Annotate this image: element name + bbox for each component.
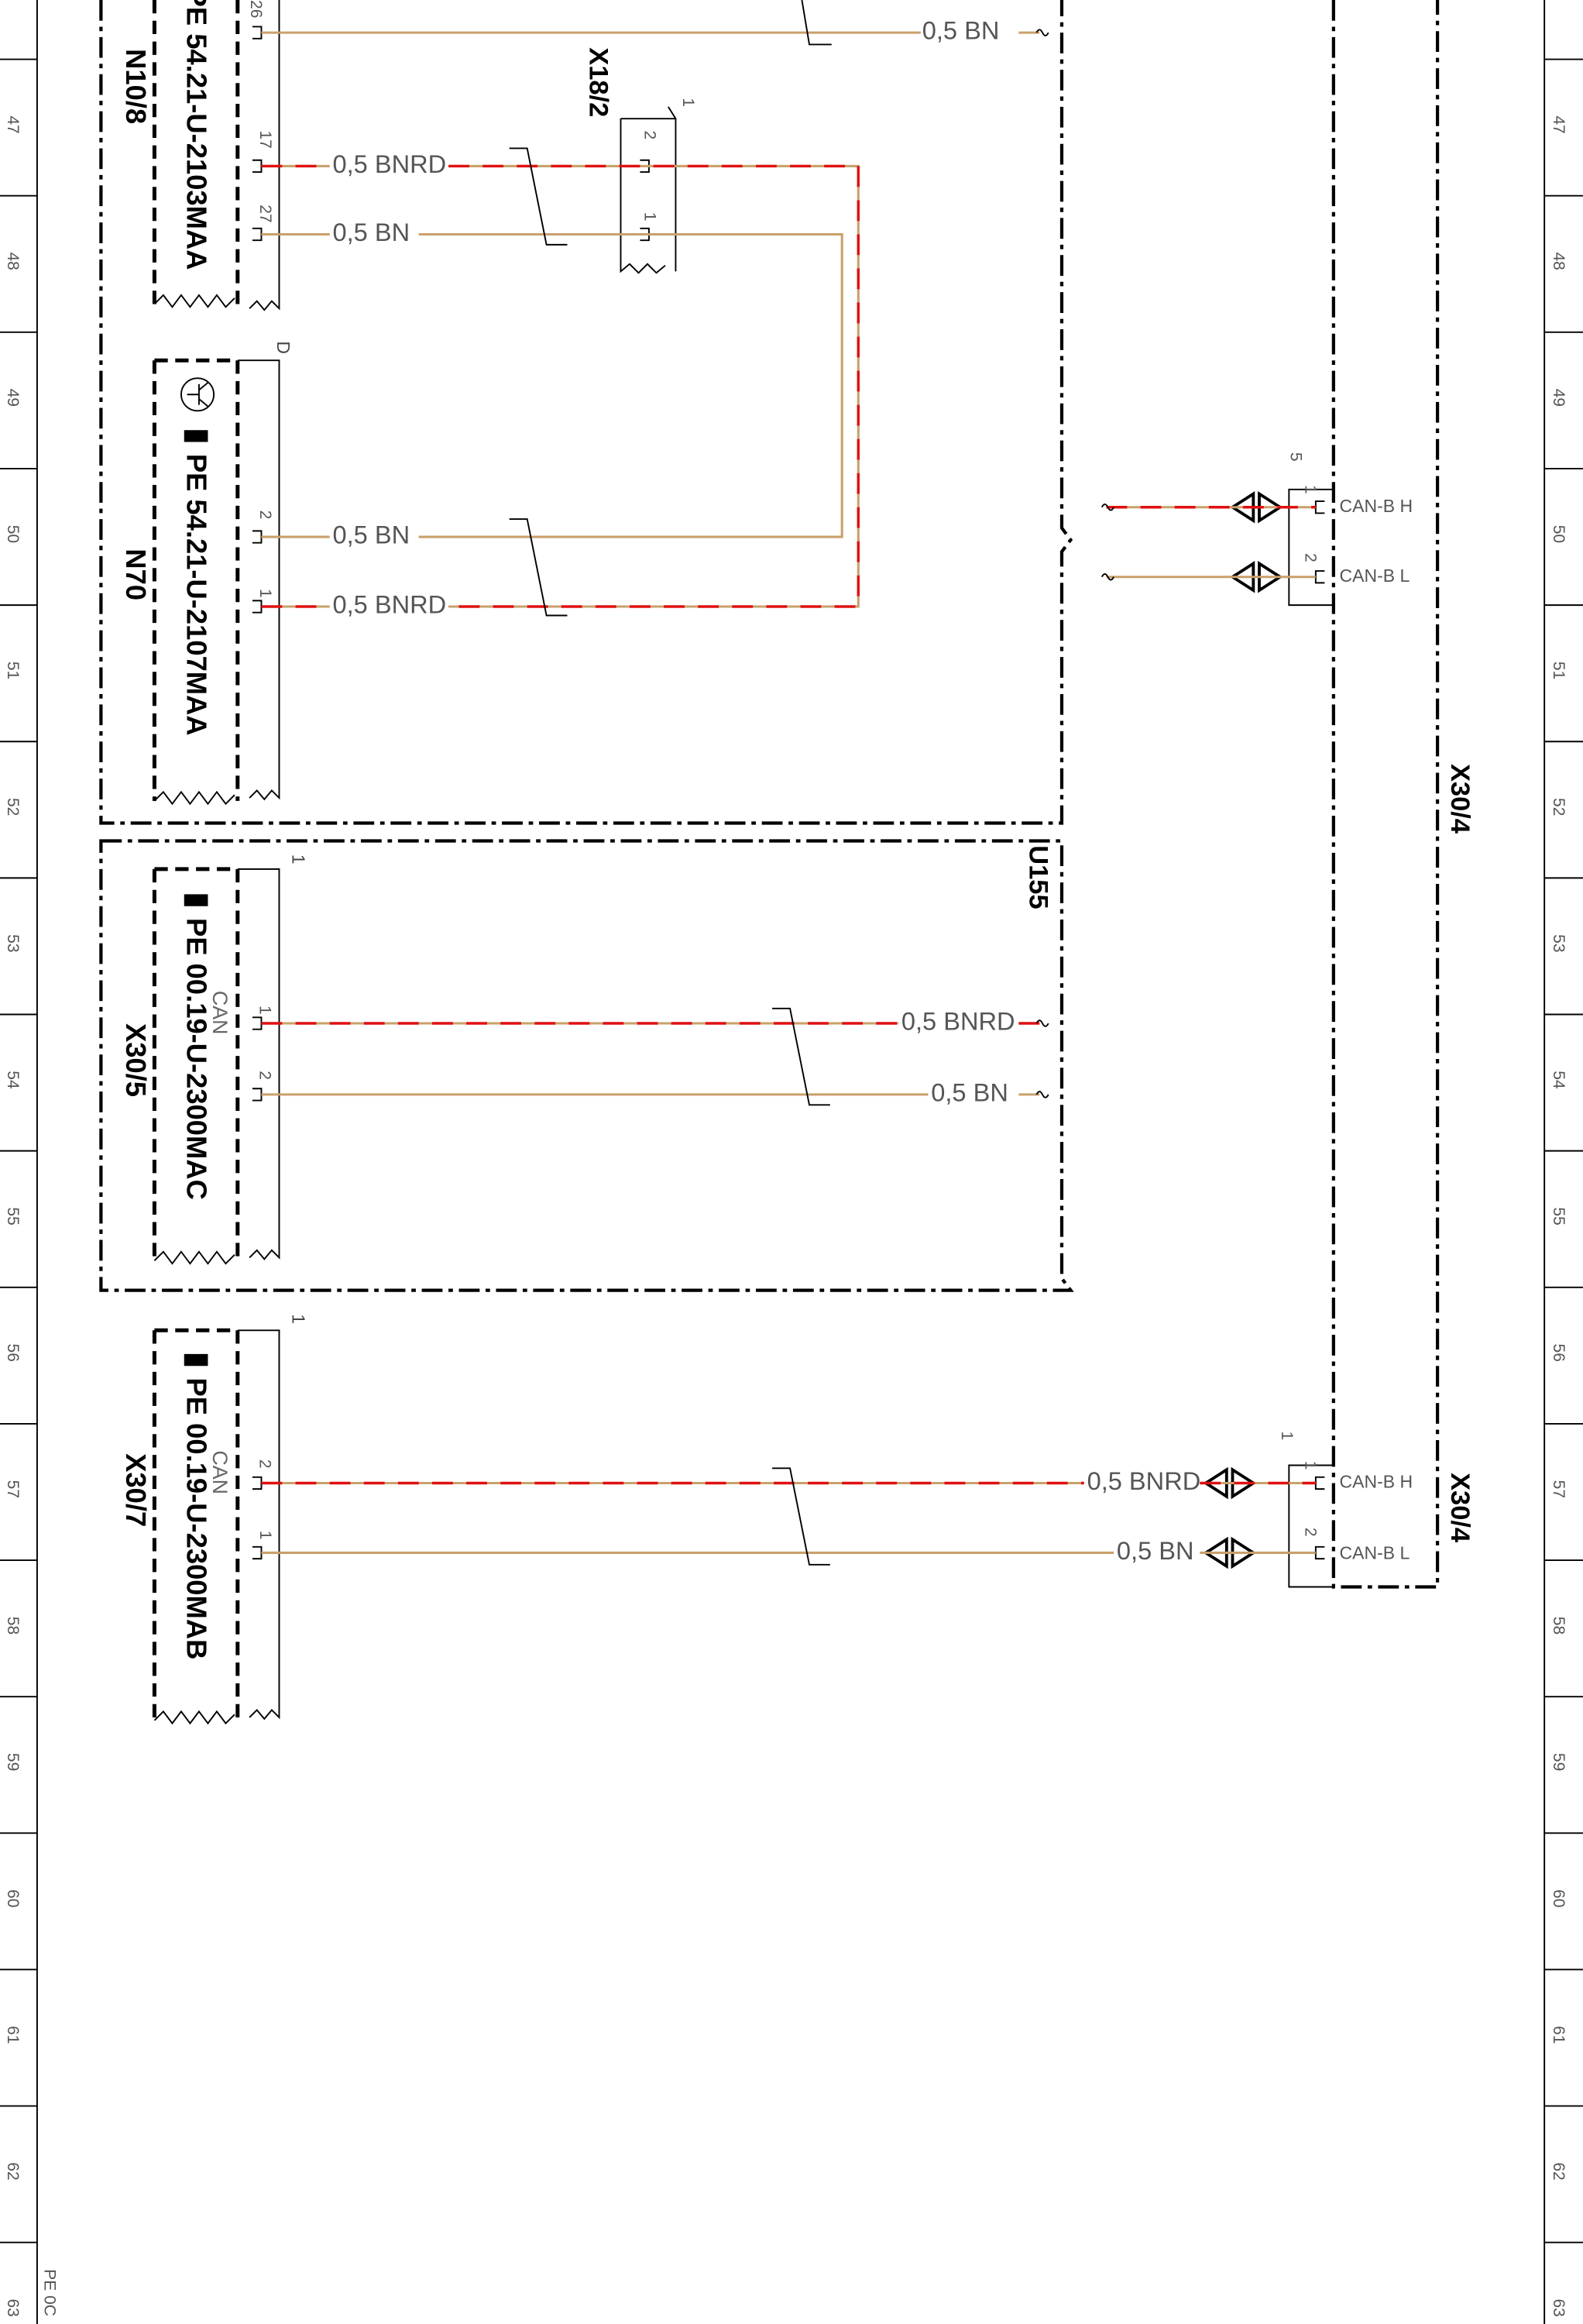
pin-number: 2 bbox=[256, 1071, 274, 1080]
wire-label: 0,5 BN bbox=[333, 521, 410, 549]
zone-label: 57 bbox=[1550, 1480, 1568, 1498]
zone-label: 53 bbox=[1550, 934, 1568, 952]
zone-ticks bbox=[0, 58, 1583, 2243]
wire-label: 0,5 BNRD bbox=[333, 591, 447, 619]
zone-label: 54 bbox=[4, 1071, 22, 1089]
zone-label: 47 bbox=[4, 115, 22, 133]
wires bbox=[261, 0, 1316, 1566]
zone-label: 56 bbox=[4, 1344, 22, 1362]
zone-label: 53 bbox=[4, 934, 22, 952]
module-name: N70 bbox=[120, 548, 152, 600]
wire-label: 0,5 BN bbox=[922, 17, 1000, 45]
signal-name: CAN-B H bbox=[1340, 1472, 1413, 1492]
module-code: PE 00.19-U-2300MAB bbox=[181, 1378, 213, 1660]
pin-number: 27 bbox=[256, 205, 274, 222]
module-code: PE 00.19-U-2300MAC bbox=[181, 918, 213, 1200]
pin-number: 1 bbox=[256, 589, 274, 598]
pin-number: 1 bbox=[256, 1006, 274, 1015]
wire-label: 0,5 BNRD bbox=[901, 1008, 1015, 1036]
pin-number: 17 bbox=[256, 130, 274, 148]
module-marker: 1 bbox=[288, 854, 308, 865]
zone-label: 48 bbox=[1550, 252, 1568, 270]
module-bus: CAN bbox=[208, 991, 232, 1035]
zone-label: 50 bbox=[4, 525, 22, 543]
signal-name: CAN-B L bbox=[1340, 566, 1410, 586]
module-marker: D bbox=[273, 341, 294, 354]
pin-number: 1 bbox=[1302, 1461, 1320, 1470]
pin-number: 2 bbox=[256, 1459, 274, 1469]
connector-name: X18/2 bbox=[584, 47, 613, 117]
wire-label: 0,5 BNRD bbox=[1087, 1467, 1201, 1495]
zone-label: 60 bbox=[4, 1889, 22, 1907]
zone-label: 49 bbox=[1550, 389, 1568, 407]
zone-label: 62 bbox=[1550, 2162, 1568, 2180]
connector-name: X30/4 bbox=[1445, 1473, 1475, 1542]
wire-label: 0,5 BNRD bbox=[333, 150, 447, 178]
module-bus: CAN bbox=[208, 1450, 232, 1494]
module-name: X30/5 bbox=[120, 1023, 152, 1097]
zone-label: 52 bbox=[4, 798, 22, 816]
zone-label: 57 bbox=[4, 1480, 22, 1498]
zone-label: 60 bbox=[1550, 1889, 1568, 1907]
zone-label: 48 bbox=[4, 252, 22, 270]
pin-number: 2 bbox=[256, 511, 274, 520]
zone-label: 59 bbox=[4, 1753, 22, 1771]
pin-number: 1 bbox=[1302, 485, 1320, 494]
signal-name: CAN-B L bbox=[1340, 1542, 1410, 1563]
zone-label: 56 bbox=[1550, 1344, 1568, 1362]
pin-number: 1 bbox=[640, 212, 658, 222]
footer-label: PE 0C bbox=[41, 2269, 59, 2316]
zone-label: 55 bbox=[4, 1207, 22, 1225]
enclosure-x30-4 bbox=[1331, 0, 1440, 1589]
zone-label: 58 bbox=[1550, 1617, 1568, 1635]
zone-label: 61 bbox=[4, 2026, 22, 2044]
zone-label: 51 bbox=[1550, 662, 1568, 679]
frame bbox=[36, 0, 1546, 2324]
connector-symbols bbox=[620, 106, 1334, 1588]
pin-number: 1 bbox=[256, 1531, 274, 1540]
zone-label: 52 bbox=[1550, 798, 1568, 816]
zone-label: 50 bbox=[1550, 525, 1568, 543]
module-code: PE 54.21-U-2103MAA bbox=[181, 0, 213, 270]
zone-label: 49 bbox=[4, 389, 22, 407]
pin-number: 26 bbox=[247, 0, 265, 18]
enclosure-u155 bbox=[99, 839, 1074, 1292]
wire-label: 0,5 BN bbox=[1117, 1537, 1194, 1565]
zone-label: 61 bbox=[1550, 2026, 1568, 2044]
zone-label: 58 bbox=[4, 1617, 22, 1635]
connector-name: X30/4 bbox=[1445, 764, 1475, 834]
connector-marker: 1 bbox=[679, 98, 697, 107]
zone-label: 54 bbox=[1550, 1071, 1568, 1089]
wire-label: 0,5 BN bbox=[931, 1079, 1008, 1107]
pin-number: 2 bbox=[1302, 553, 1320, 562]
pin-number: 2 bbox=[1302, 1528, 1320, 1537]
enclosure-upper bbox=[99, 0, 1073, 825]
module-name: X30/7 bbox=[120, 1453, 152, 1527]
module-code: PE 54.21-U-2107MAA bbox=[181, 454, 213, 736]
zone-label: 63 bbox=[4, 2298, 22, 2316]
connector-marker: 1 bbox=[1278, 1431, 1296, 1440]
module-marker: 1 bbox=[288, 1314, 308, 1324]
zone-label: 51 bbox=[4, 662, 22, 679]
zone-label: 59 bbox=[1550, 1753, 1568, 1771]
zone-label: 62 bbox=[4, 2162, 22, 2180]
pin-number: 2 bbox=[640, 130, 658, 139]
zone-label: 47 bbox=[1550, 115, 1568, 133]
module-name: N10/8 bbox=[120, 49, 152, 124]
signal-name: CAN-B H bbox=[1340, 496, 1413, 516]
wire-label: 0,5 BN bbox=[333, 218, 410, 246]
zone-label: 63 bbox=[1550, 2298, 1568, 2316]
enclosure-name: U155 bbox=[1023, 845, 1052, 909]
zone-label: 55 bbox=[1550, 1207, 1568, 1225]
connector-marker: 5 bbox=[1286, 452, 1304, 462]
